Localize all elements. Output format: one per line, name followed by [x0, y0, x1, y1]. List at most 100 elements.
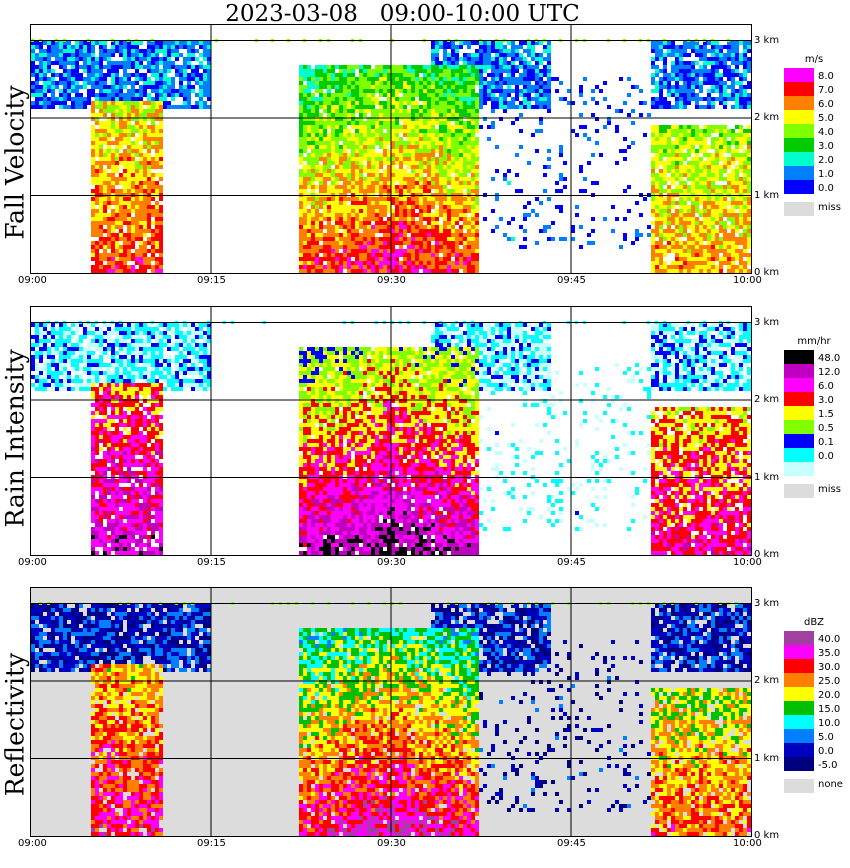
x-tick-label: 09:45: [557, 838, 586, 849]
colorbar-swatch: [784, 701, 814, 715]
colorbar-level-label: 0.0: [818, 451, 834, 462]
x-tick-label: 09:15: [197, 275, 226, 286]
colorbar-missing-swatch: [784, 202, 814, 216]
panel-label-rain-intensity: Rain Intensity: [0, 349, 30, 528]
colorbar-level-label: 0.5: [818, 423, 834, 434]
colorbar-swatch: [784, 364, 814, 378]
colorbar-swatch: [784, 729, 814, 743]
x-tick-label: 09:00: [18, 275, 47, 286]
colorbar-level-label: 25.0: [818, 676, 841, 687]
colorbar-level-label: 1.5: [818, 409, 834, 420]
colorbar-unit: m/s: [804, 54, 824, 65]
x-tick-label: 09:00: [18, 557, 47, 568]
colorbar-level-label: 15.0: [818, 704, 841, 715]
colorbar-swatch: [784, 392, 814, 406]
colorbar-level-label: 0.1: [818, 437, 834, 448]
colorbar-swatch: [784, 420, 814, 434]
colorbar-level-label: 5.0: [818, 732, 834, 743]
colorbar-swatch: [784, 180, 814, 194]
colorbar-swatch: [784, 138, 814, 152]
y-tick-label: 1 km: [754, 471, 780, 483]
x-tick-label: 09:00: [18, 838, 47, 849]
colorbar-swatch: [784, 110, 814, 124]
chart-title: 2023-03-08 09:00-10:00 UTC: [225, 1, 580, 27]
colorbar-level-label: 40.0: [818, 634, 841, 645]
colorbar-swatch: [784, 715, 814, 729]
colorbar-missing-label: none: [818, 779, 843, 790]
rain-intensity-plot: [30, 306, 752, 556]
colorbar-swatch: [784, 166, 814, 180]
colorbar-level-label: 10.0: [818, 718, 841, 729]
colorbar-level-label: 8.0: [818, 71, 834, 82]
colorbar-swatch: [784, 687, 814, 701]
colorbar-level-label: 12.0: [818, 367, 841, 378]
colorbar-level-label: 4.0: [818, 127, 834, 138]
colorbar-swatch: [784, 743, 814, 757]
colorbar-swatch: [784, 645, 814, 659]
colorbar-level-label: 3.0: [818, 395, 834, 406]
fall-velocity-plot: [30, 24, 752, 274]
y-tick-label: 0 km: [754, 549, 780, 560]
colorbar-level-label: 48.0: [818, 353, 841, 364]
colorbar-level-label: 6.0: [818, 99, 834, 110]
colorbar-missing-swatch: [784, 779, 814, 793]
colorbar-missing-swatch: [784, 484, 814, 498]
x-tick-label: 09:15: [197, 838, 226, 849]
colorbar-swatch: [784, 378, 814, 392]
colorbar-level-label: 5.0: [818, 113, 834, 124]
y-tick-label: 1 km: [754, 189, 780, 201]
radar-echo-field: [31, 39, 751, 273]
colorbar-level-label: 35.0: [818, 648, 841, 659]
colorbar-level-label: 1.0: [818, 169, 834, 180]
colorbar-level-label: 3.0: [818, 141, 834, 152]
colorbar-swatch: [784, 659, 814, 673]
colorbar-level-label: 2.0: [818, 155, 834, 166]
colorbar-swatch: [784, 434, 814, 448]
colorbar-level-label: -5.0: [818, 760, 838, 771]
colorbar-level-label: 30.0: [818, 662, 841, 673]
y-tick-label: 2 km: [754, 112, 780, 123]
y-tick-label: 2 km: [754, 394, 780, 405]
colorbar-swatch: [784, 462, 814, 476]
heatmap-svg: [31, 307, 751, 555]
x-tick-label: 10:00: [733, 557, 762, 568]
colorbar-level-label: 0.0: [818, 183, 834, 194]
colorbar-swatch: [784, 124, 814, 138]
colorbar-level-label: 0.0: [818, 746, 834, 757]
x-tick-label: 09:45: [557, 275, 586, 286]
colorbar-swatch: [784, 757, 814, 771]
colorbar-unit: mm/hr: [797, 336, 831, 347]
x-tick-label: 09:30: [377, 838, 406, 849]
colorbar-swatch: [784, 350, 814, 364]
radar-echo-field: [31, 321, 751, 555]
x-tick-label: 10:00: [733, 838, 762, 849]
y-tick-label: 0 km: [754, 830, 780, 841]
heatmap-svg: [31, 25, 751, 273]
y-tick-label: 2 km: [754, 675, 780, 686]
colorbar-level-label: 7.0: [818, 85, 834, 96]
colorbar-level-label: 6.0: [818, 381, 834, 392]
colorbar-swatch: [784, 82, 814, 96]
panel-label-fall-velocity: Fall Velocity: [0, 85, 30, 240]
x-tick-label: 09:30: [377, 557, 406, 568]
y-tick-label: 0 km: [754, 267, 780, 278]
colorbar-swatch: [784, 96, 814, 110]
colorbar-swatch: [784, 631, 814, 645]
colorbar-swatch: [784, 673, 814, 687]
colorbar-swatch: [784, 448, 814, 462]
heatmap-svg: [31, 588, 751, 836]
reflectivity-plot: [30, 587, 752, 837]
x-tick-label: 09:15: [197, 557, 226, 568]
panel-label-reflectivity: Reflectivity: [0, 652, 30, 797]
colorbar-level-label: 20.0: [818, 690, 841, 701]
x-tick-label: 09:30: [377, 275, 406, 286]
colorbar-swatch: [784, 152, 814, 166]
x-tick-label: 10:00: [733, 275, 762, 286]
y-tick-label: 3 km: [754, 34, 780, 46]
colorbar-swatch: [784, 68, 814, 82]
colorbar-unit: dBZ: [803, 617, 825, 628]
colorbar-missing-label: miss: [818, 202, 841, 213]
y-tick-label: 1 km: [754, 752, 780, 764]
radar-echo-field: [31, 602, 751, 836]
colorbar-swatch: [784, 406, 814, 420]
